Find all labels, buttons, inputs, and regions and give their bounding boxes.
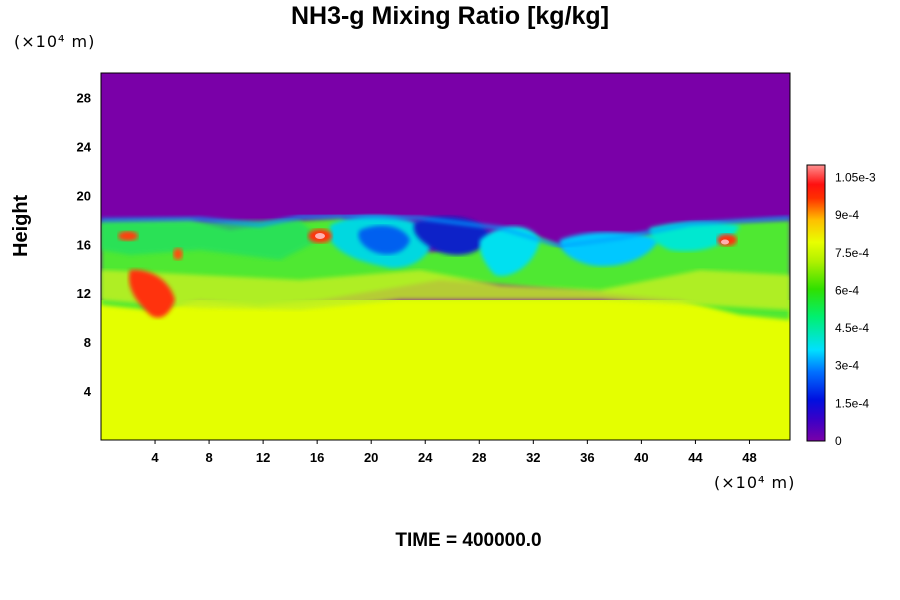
colorbar-tick-label: 9e-4 bbox=[835, 208, 859, 222]
x-tick-label: 32 bbox=[526, 450, 540, 465]
x-tick-label: 36 bbox=[580, 450, 594, 465]
y-tick-label: 28 bbox=[77, 90, 91, 105]
colorbar-tick-label: 3e-4 bbox=[835, 359, 859, 373]
x-tick-label: 44 bbox=[688, 450, 703, 465]
x-tick-label: 24 bbox=[418, 450, 433, 465]
time-label: TIME = 400000.0 bbox=[395, 530, 542, 551]
x-tick-label: 4 bbox=[151, 450, 159, 465]
colorbar-tick-label: 1.5e-4 bbox=[835, 396, 869, 410]
y-tick-label: 4 bbox=[84, 384, 92, 399]
colorbar-gradient bbox=[806, 164, 826, 442]
chart-title: NH3-g Mixing Ratio [kg/kg] bbox=[290, 2, 610, 30]
colorbar-tick-label: 0 bbox=[835, 434, 842, 448]
colorbar-tick-label: 7.5e-4 bbox=[835, 246, 869, 260]
y-unit-label: (×10⁴ m) bbox=[14, 32, 96, 51]
y-tick-label: 24 bbox=[77, 139, 92, 154]
x-tick-label: 8 bbox=[205, 450, 212, 465]
x-tick-label: 20 bbox=[364, 450, 378, 465]
x-tick-label: 48 bbox=[742, 450, 756, 465]
x-tick-label: 12 bbox=[256, 450, 270, 465]
y-tick-label: 8 bbox=[84, 335, 91, 350]
colorbar-tick-label: 1.05e-3 bbox=[835, 171, 876, 185]
colorbar-tick-label: 6e-4 bbox=[835, 283, 859, 297]
colorbar-ticks: 0 1.5e-4 3e-4 4.5e-4 6e-4 7.5e-4 9e-4 1.05e-3 bbox=[835, 171, 876, 448]
y-tick-label: 16 bbox=[77, 237, 91, 252]
colorbar-tick-label: 4.5e-4 bbox=[835, 321, 869, 335]
y-tick-label: 12 bbox=[77, 286, 91, 301]
x-tick-label: 16 bbox=[310, 450, 324, 465]
x-tick-label: 40 bbox=[634, 450, 648, 465]
x-unit-label: (×10⁴ m) bbox=[714, 473, 796, 492]
x-axis-ticks: 4 8 12 16 20 24 28 32 36 40 44 48 bbox=[151, 440, 757, 465]
y-axis-ticks: 4 8 12 16 20 24 28 bbox=[77, 90, 92, 399]
y-tick-label: 20 bbox=[77, 188, 91, 203]
x-tick-label: 28 bbox=[472, 450, 486, 465]
heatmap-field bbox=[101, 73, 790, 440]
colorbar: 0 1.5e-4 3e-4 4.5e-4 6e-4 7.5e-4 9e-4 1.05e-3 bbox=[806, 164, 876, 448]
plot-frame bbox=[100, 72, 791, 441]
